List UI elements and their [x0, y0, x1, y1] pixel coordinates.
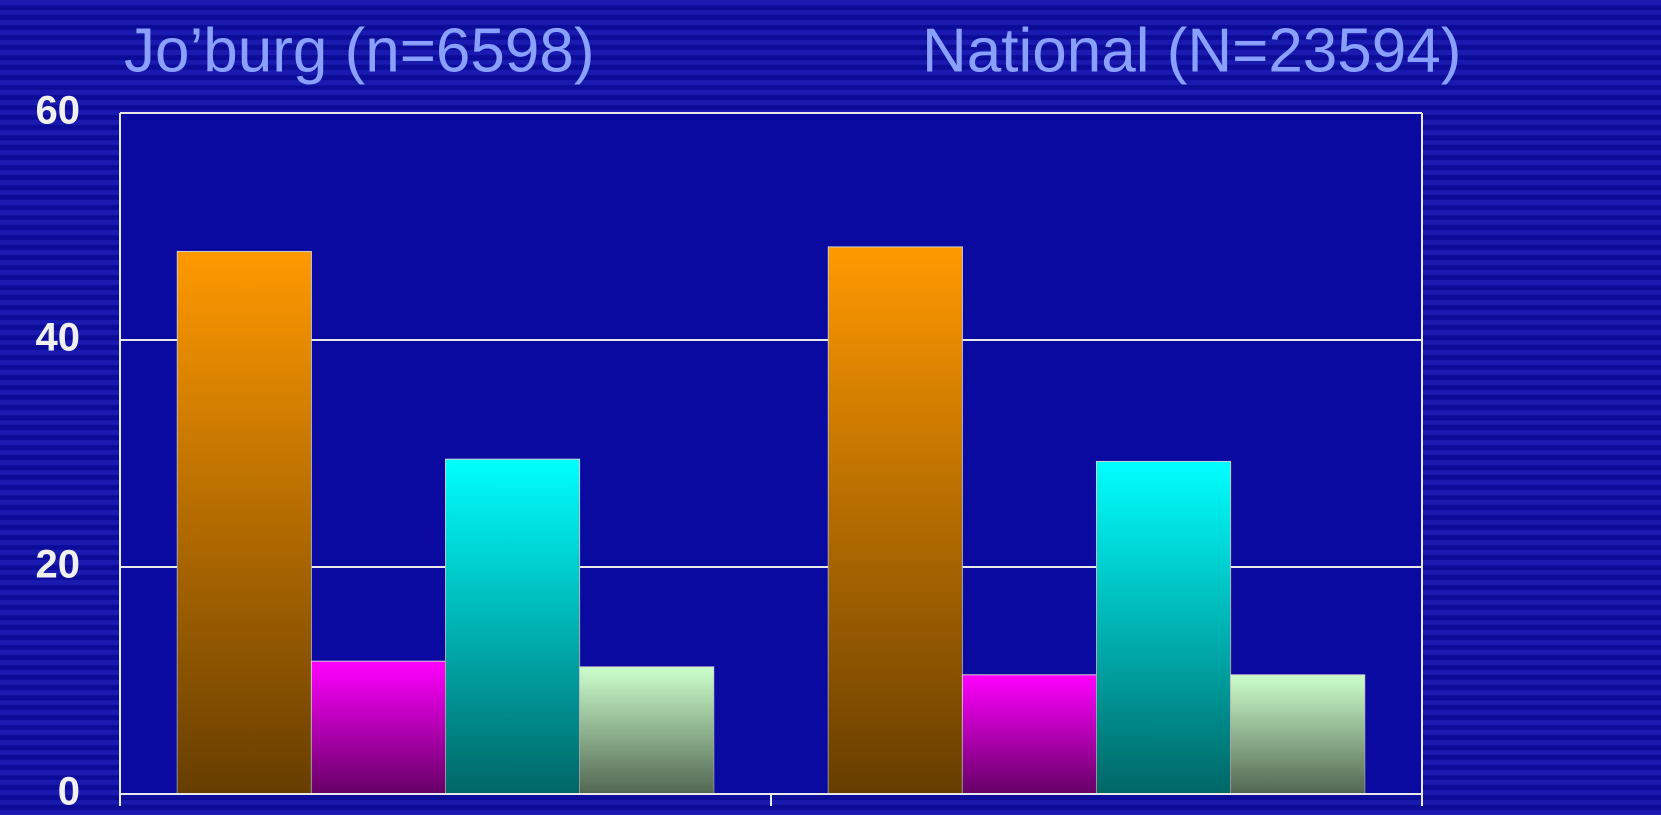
category-label: Jo’burg (n=6598): [124, 16, 594, 85]
y-tick-label: 20: [36, 543, 81, 587]
y-tick-label: 0: [58, 770, 80, 814]
bar: [1096, 460, 1232, 795]
bar: [310, 660, 447, 795]
bar: [961, 674, 1097, 795]
bar: [1230, 674, 1366, 795]
bar: [445, 458, 581, 795]
y-tick-label: 40: [36, 316, 81, 360]
category-label: National (N=23594): [922, 16, 1461, 85]
bar: [827, 246, 963, 795]
bar: [579, 666, 715, 795]
y-tick-label: 60: [36, 89, 81, 133]
bar: [176, 250, 312, 795]
